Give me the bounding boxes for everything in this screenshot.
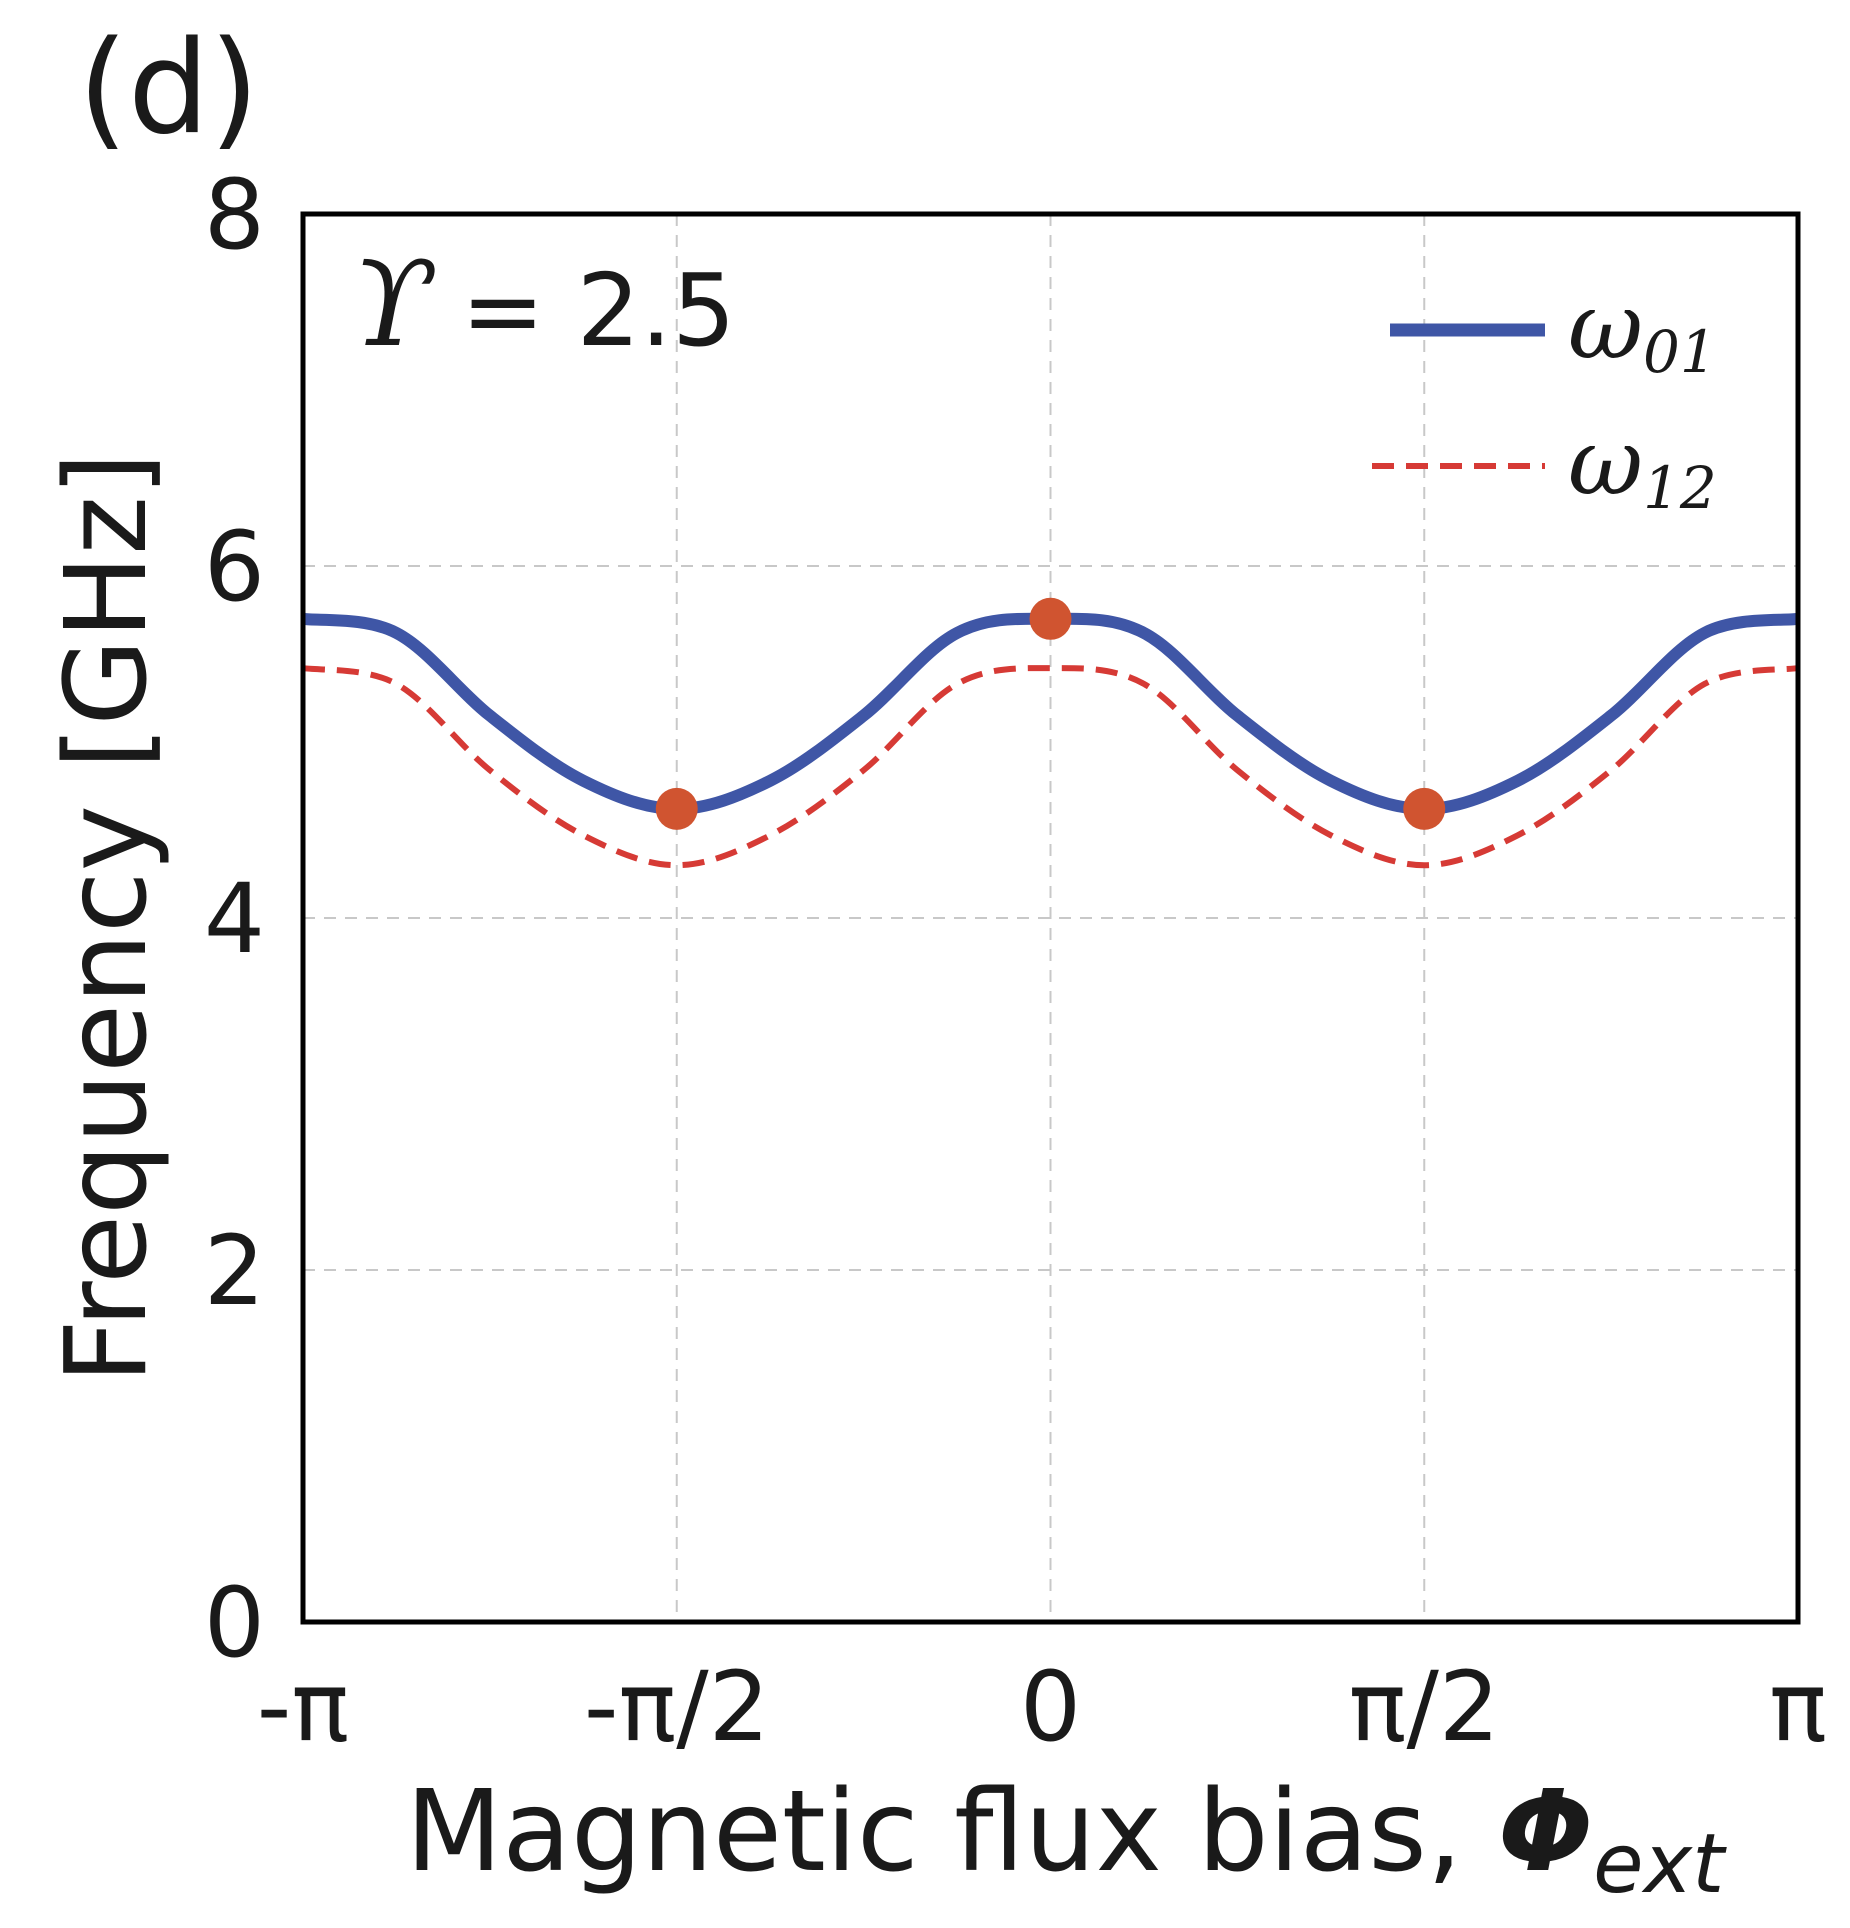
- legend-symbol-omega01: ω: [1568, 273, 1643, 380]
- gamma-symbol: ϒ: [352, 235, 436, 373]
- x-tick-label: π: [1769, 1651, 1827, 1763]
- x-tick-label: -π/2: [584, 1651, 770, 1763]
- legend-subscript-omega01: 01: [1643, 318, 1717, 386]
- x-tick-labels: -π -π/2 0 π/2 π: [257, 1651, 1827, 1763]
- plot-frame: [300, 211, 1801, 1625]
- legend-label-omega01: ω01: [1568, 273, 1717, 386]
- x-axis-label-subscript: ext: [1593, 1817, 1727, 1912]
- x-axis-label-text: Magnetic flux bias,: [406, 1767, 1498, 1897]
- y-tick-label: 0: [204, 1567, 265, 1679]
- series-line-omega12: [302, 665, 1799, 869]
- x-tick-label: -π: [257, 1651, 349, 1763]
- legend-subscript-omega12: 12: [1643, 454, 1717, 522]
- y-tick-label: 4: [204, 863, 265, 975]
- x-tick-label: 0: [1020, 1651, 1081, 1763]
- y-tick-label: 6: [204, 511, 265, 623]
- gamma-value: = 2.5: [461, 252, 736, 369]
- gamma-annotation: ϒ = 2.5: [352, 235, 736, 373]
- y-tick-labels: 0 2 4 6 8: [204, 159, 265, 1679]
- panel-label: (d): [78, 14, 259, 163]
- y-axis-label: Frequency [GHz]: [42, 452, 172, 1383]
- sweet-spot-marker: [1403, 787, 1446, 830]
- x-tick-label: π/2: [1349, 1651, 1500, 1763]
- y-tick-label: 8: [204, 159, 265, 271]
- legend-symbol-omega12: ω: [1568, 409, 1643, 516]
- x-axis-label-symbol: Φ: [1498, 1767, 1593, 1897]
- legend: ω01 ω12: [1372, 273, 1717, 522]
- sweet-spot-marker: [655, 787, 698, 830]
- sweet-spot-marker: [1029, 597, 1072, 640]
- x-axis-label: Magnetic flux bias, Φext: [406, 1767, 1727, 1912]
- sweet-spot-markers: [655, 597, 1446, 830]
- y-tick-label: 2: [204, 1215, 265, 1327]
- grid: [303, 214, 1798, 1622]
- series-line-omega01: [302, 612, 1799, 815]
- legend-label-omega12: ω12: [1568, 409, 1717, 522]
